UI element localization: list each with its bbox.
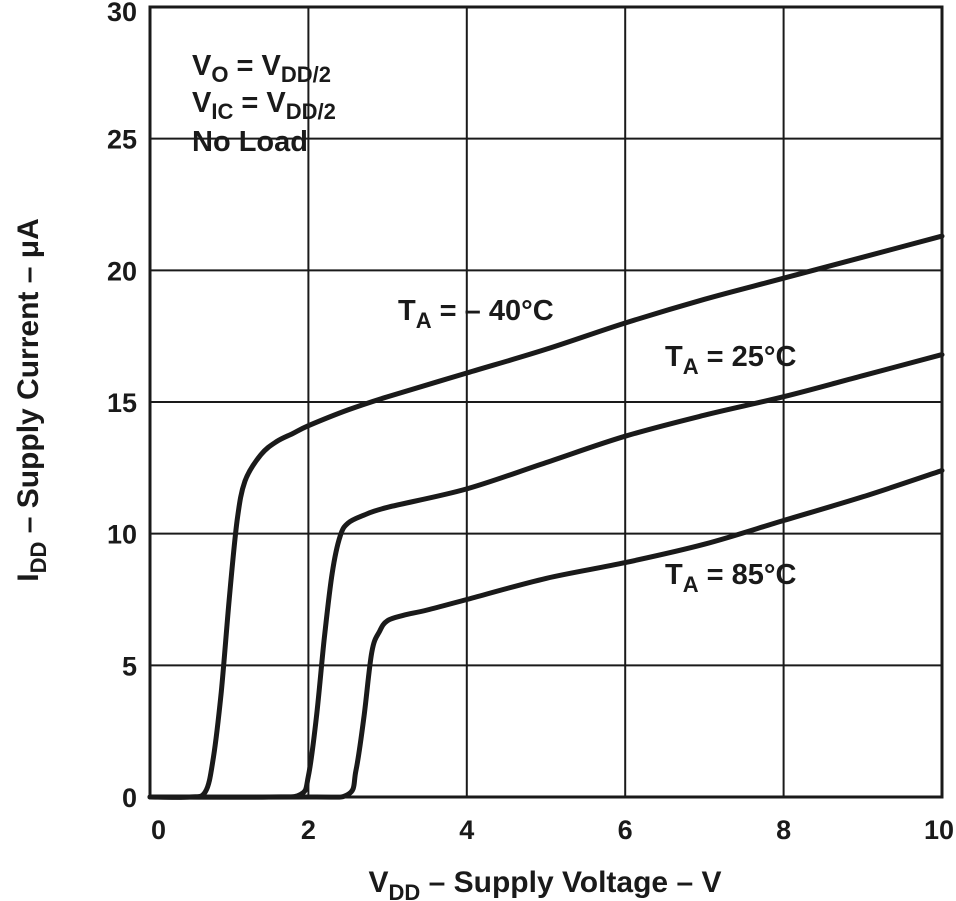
series-label-85: TA = 85°C [665,559,797,597]
conditions-annotation: VO = VDD/2 VIC = VDD/2 No Load [192,50,336,158]
x-axis-label: VDD – Supply Voltage – V [369,866,722,901]
y-tick-labels: 0 5 10 15 20 25 30 [107,0,137,813]
condition-vic: VIC = VDD/2 [192,87,336,124]
x-tick-label: 0 [151,815,166,845]
y-tick-label: 10 [107,520,137,550]
x-tick-labels: 0 2 4 6 8 10 [151,815,954,845]
curve-ta-minus40 [147,233,945,800]
curve-ta-25 [147,352,945,800]
plot-frame [148,5,944,799]
x-tick-label: 2 [301,815,316,845]
condition-load: No Load [192,126,308,158]
y-tick-label: 20 [107,256,137,286]
y-tick-label: 0 [122,783,137,813]
series-label-25: TA = 25°C [665,341,797,379]
x-tick-label: 10 [924,815,954,845]
condition-vo: VO = VDD/2 [192,50,331,87]
y-axis-label: IDD – Supply Current – μA [12,218,51,582]
x-tick-label: 6 [618,815,633,845]
curve-ta-85 [147,468,945,800]
series-label-minus40: TA = – 40°C [398,295,554,333]
x-tick-label: 8 [776,815,791,845]
curves [147,233,945,800]
y-tick-label: 5 [122,651,137,681]
y-tick-label: 25 [107,125,137,155]
y-tick-label: 15 [107,388,137,418]
y-tick-label: 30 [107,0,137,27]
x-tick-label: 4 [459,815,474,845]
